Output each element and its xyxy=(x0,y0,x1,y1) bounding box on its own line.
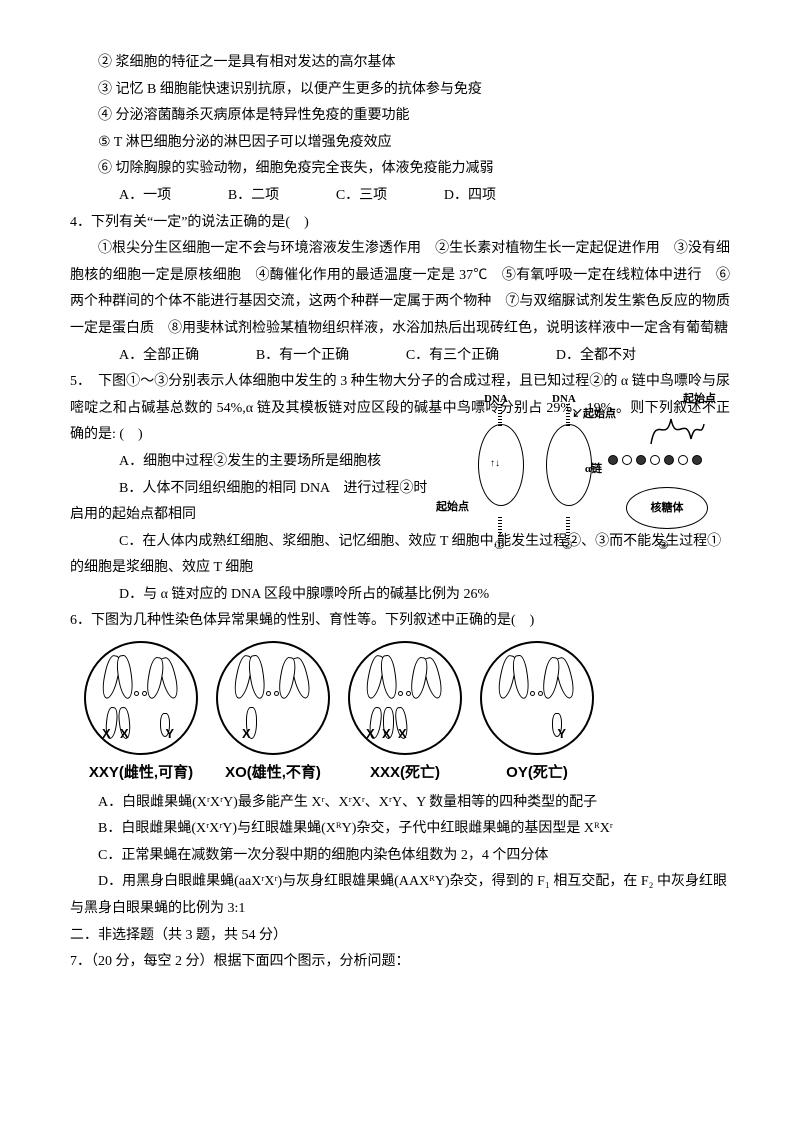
q3-statements: ② 浆细胞的特征之一是具有相对发达的高尔基体 ③ 记忆 B 细胞能快速识别抗原，… xyxy=(70,50,730,210)
opt-b: B．有一个正确 xyxy=(256,343,349,370)
opt-a: A．白眼雌果蝇(XʳXʳY)最多能产生 Xʳ、XʳXʳ、XʳY、Y 数量相等的四… xyxy=(70,790,730,817)
opt-d: D．与 α 链对应的 DNA 区段中腺嘌呤所占的碱基比例为 26% xyxy=(70,582,730,609)
q4-stem: 4．下列有关“一定”的说法正确的是( ) xyxy=(70,210,730,237)
opt-a: A．全部正确 xyxy=(119,343,199,370)
q7-stem: 7．（20 分，每空 2 分）根据下面四个图示，分析问题： xyxy=(70,949,730,976)
opt-a: A．细胞中过程②发生的主要场所是细胞核 xyxy=(70,449,440,476)
q5-options-block: A．细胞中过程②发生的主要场所是细胞核 B．人体不同组织细胞的相同 DNA 进行… xyxy=(70,449,440,529)
opt-d: D．四项 xyxy=(444,183,496,210)
fig-xo: X XO(雄性,不育) xyxy=(216,641,330,788)
opt-b: B．白眼雌果蝇(XʳXʳY)与红眼雄果蝇(XᴿY)杂交，子代中红眼雌果蝇的基因型… xyxy=(70,816,730,843)
opt-a: A．一项 xyxy=(119,183,171,210)
opt-c: C．有三个正确 xyxy=(406,343,499,370)
fig-xxx: X X X XXX(死亡) xyxy=(348,641,462,788)
opt-c: C．三项 xyxy=(336,183,387,210)
stmt-6: ⑥ 切除胸腺的实验动物，细胞免疫完全丧失，体液免疫能力减弱 xyxy=(70,156,730,183)
q5-figure: DNA ↑↓ 起始点 ① DNA ↙起始点 α链 ② 起始点 核糖体 xyxy=(470,399,750,549)
q6-figures: X X Y XXY(雌性,可育) X XO(雄性,不育) xyxy=(70,641,730,788)
q4: 4．下列有关“一定”的说法正确的是( ) ①根尖分生区细胞一定不会与环境溶液发生… xyxy=(70,210,730,370)
diagram-2: DNA ↙起始点 α链 ② xyxy=(538,399,598,539)
q4-options: A．全部正确 B．有一个正确 C．有三个正确 D．全都不对 xyxy=(70,343,730,370)
diagram-1: DNA ↑↓ 起始点 ① xyxy=(470,399,530,539)
q3-options: A．一项 B．二项 C．三项 D．四项 xyxy=(70,183,730,210)
opt-d: D．全都不对 xyxy=(556,343,636,370)
stmt-5: ⑤ T 淋巴细胞分泌的淋巴因子可以增强免疫效应 xyxy=(70,130,730,157)
opt-b: B．二项 xyxy=(228,183,279,210)
q6-stem: 6．下图为几种性染色体异常果蝇的性别、育性等。下列叙述中正确的是( ) xyxy=(70,608,730,635)
stmt-2: ② 浆细胞的特征之一是具有相对发达的高尔基体 xyxy=(70,50,730,77)
diagram-3: 起始点 核糖体 ③ xyxy=(606,399,726,539)
opt-d: D．用黑身白眼雌果蝇(aaXʳXʳ)与灰身红眼雄果蝇(AAXᴿY)杂交，得到的 … xyxy=(70,869,730,922)
section-2-header: 二．非选择题（共 3 题，共 54 分） xyxy=(70,923,730,950)
stmt-4: ④ 分泌溶菌酶杀灭病原体是特异性免疫的重要功能 xyxy=(70,103,730,130)
stmt-3: ③ 记忆 B 细胞能快速识别抗原，以便产生更多的抗体参与免疫 xyxy=(70,77,730,104)
fig-oy: Y OY(死亡) xyxy=(480,641,594,788)
q5: 5． 下图①～③分别表示人体细胞中发生的 3 种生物大分子的合成过程，且已知过程… xyxy=(70,369,730,608)
fig-xxy: X X Y XXY(雌性,可育) xyxy=(84,641,198,788)
q6: 6．下图为几种性染色体异常果蝇的性别、育性等。下列叙述中正确的是( ) X X … xyxy=(70,608,730,922)
opt-b: B．人体不同组织细胞的相同 DNA 进行过程②时启用的起始点都相同 xyxy=(70,476,440,529)
q4-body: ①根尖分生区细胞一定不会与环境溶液发生渗透作用 ②生长素对植物生长一定起促进作用… xyxy=(70,236,730,342)
opt-c: C．正常果蝇在减数第一次分裂中期的细胞内染色体组数为 2，4 个四分体 xyxy=(70,843,730,870)
